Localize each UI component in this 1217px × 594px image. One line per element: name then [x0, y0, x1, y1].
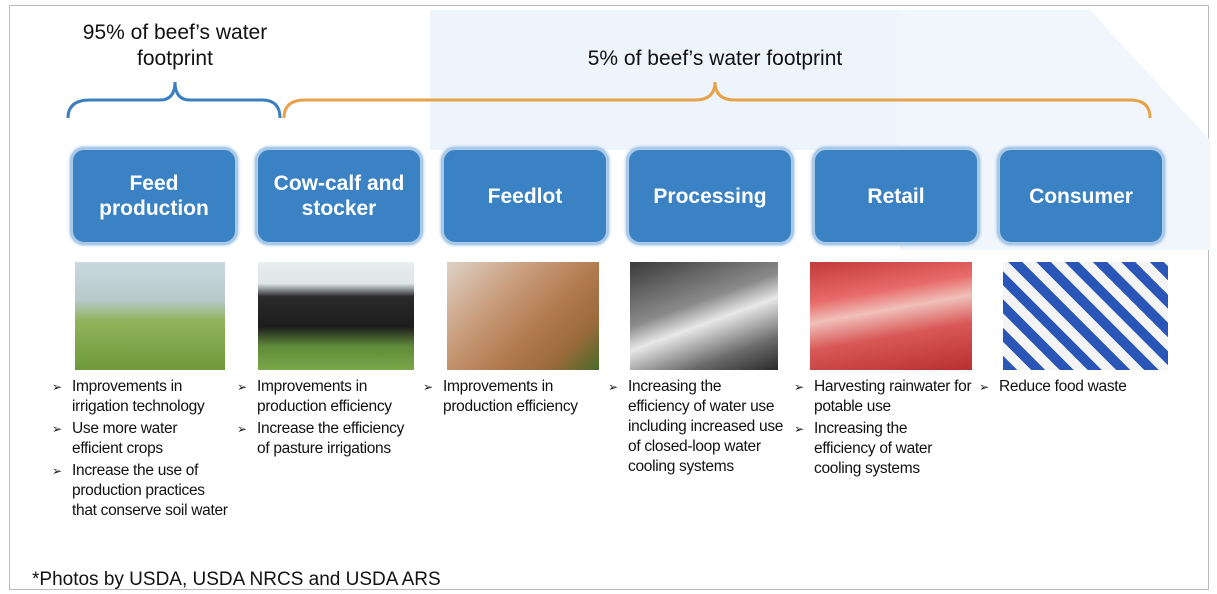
stage-title: Consumer: [997, 147, 1165, 245]
bullet-item: Improvements in irrigation technology: [52, 377, 230, 417]
bullet-list: Improvements in irrigation technologyUse…: [52, 377, 230, 523]
bullet-item: Increase the use of production practices…: [52, 461, 230, 521]
footer-note: *Photos by USDA, USDA NRCS and USDA ARS: [32, 569, 441, 591]
bullet-item: Use more water efficient crops: [52, 419, 230, 459]
bullet-list: Harvesting rainwater for potable useIncr…: [794, 377, 972, 481]
bullet-item: Improvements in production efficiency: [423, 377, 601, 417]
stage-title: Retail: [812, 147, 980, 245]
bullet-item: Harvesting rainwater for potable use: [794, 377, 972, 417]
bullet-list: Increasing the efficiency of water use i…: [608, 377, 786, 479]
stage-photo: [75, 262, 225, 370]
stage-photo: [447, 262, 599, 370]
stage-title: Processing: [626, 147, 794, 245]
left-label: 95% of beef’s water footprint: [70, 20, 280, 72]
bullet-list: Reduce food waste: [979, 377, 1157, 399]
stage-title: Cow-calf and stocker: [255, 147, 423, 245]
bullet-item: Increase the efficiency of pasture irrig…: [237, 419, 415, 459]
stage-photo: [810, 262, 972, 370]
page: 95% of beef’s water footprint 5% of beef…: [0, 0, 1217, 594]
stage-photo: [630, 262, 778, 370]
bullet-list: Improvements in production efficiency: [423, 377, 601, 419]
bullet-item: Reduce food waste: [979, 377, 1157, 397]
right-label: 5% of beef’s water footprint: [480, 46, 950, 72]
bullet-item: Improvements in production efficiency: [237, 377, 415, 417]
stage-photo: [1003, 262, 1168, 370]
bullet-item: Increasing the efficiency of water use i…: [608, 377, 786, 477]
stage-photo: [258, 262, 414, 370]
stage-title: Feed production: [70, 147, 238, 245]
stage-title: Feedlot: [441, 147, 609, 245]
bullet-item: Increasing the efficiency of water cooli…: [794, 419, 972, 479]
bullet-list: Improvements in production efficiencyInc…: [237, 377, 415, 461]
blue-brace: [68, 82, 280, 118]
